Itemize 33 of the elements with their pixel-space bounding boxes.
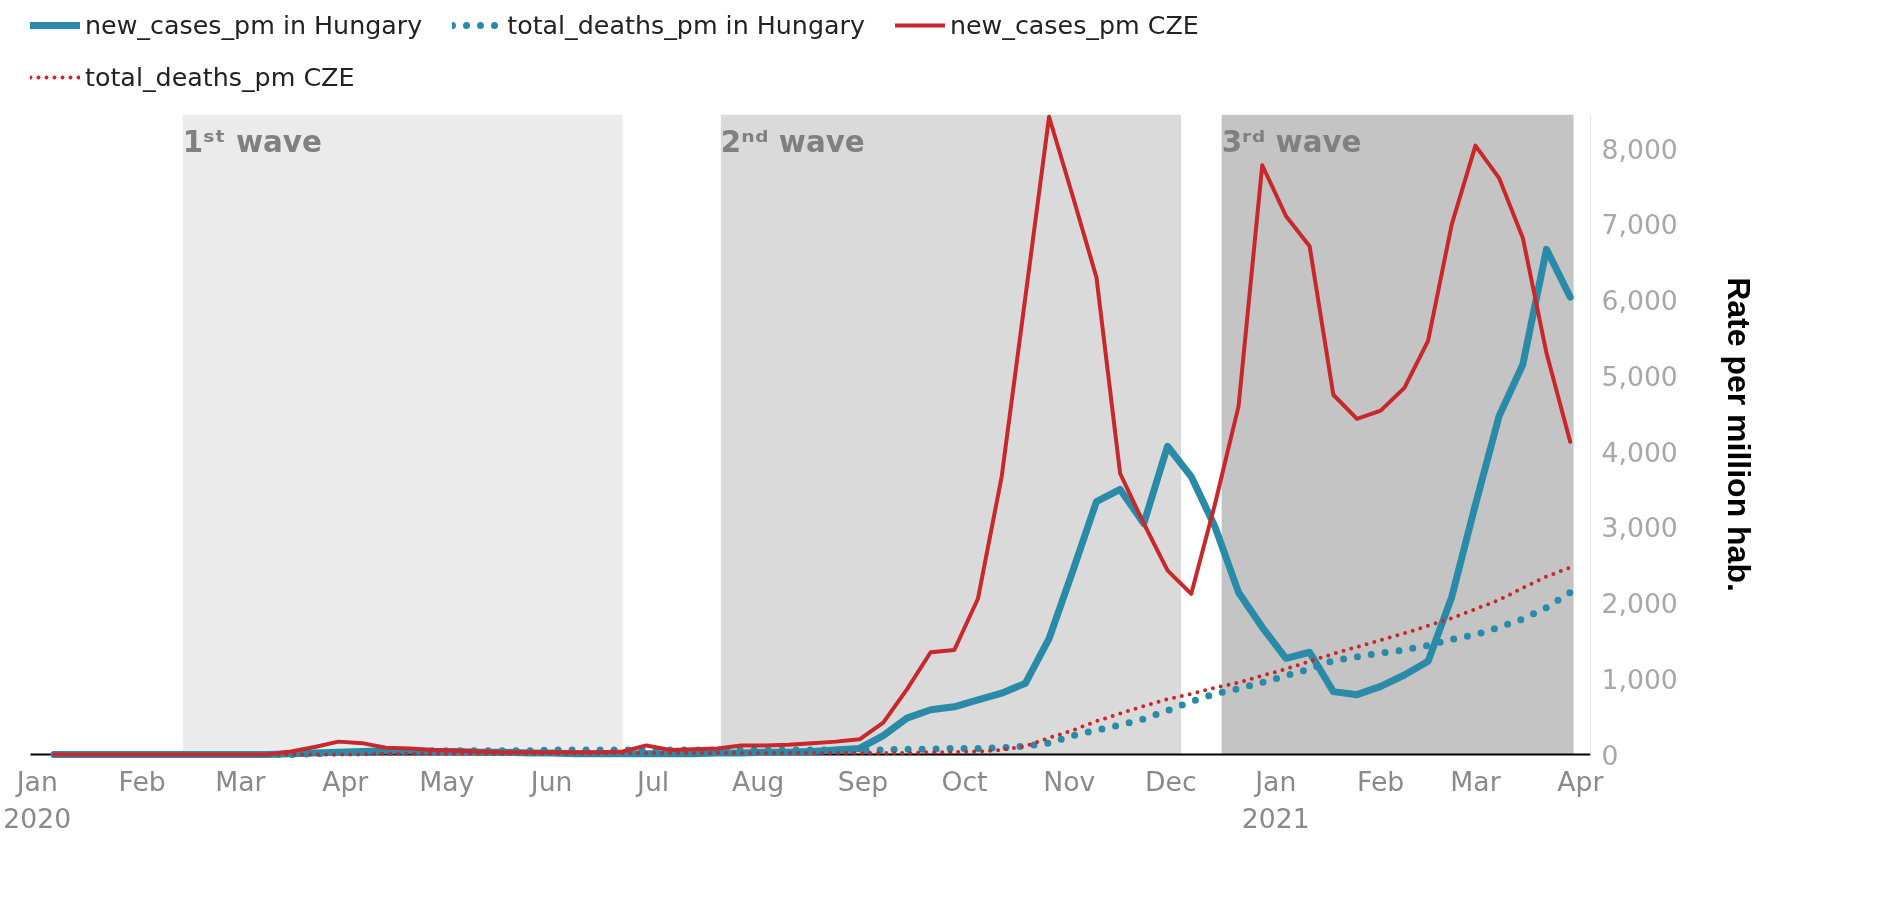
y-tick-label: 2,000 [1601, 588, 1678, 620]
x-tick-label: Jan 2020 [3, 765, 72, 834]
legend-label: new_cases_pm in Hungary [85, 10, 423, 40]
y-tick-label: 4,000 [1601, 436, 1678, 468]
x-tick-label: Dec [1145, 765, 1197, 797]
legend-label: total_deaths_pm CZE [85, 62, 355, 92]
y-tick-label: 7,000 [1601, 209, 1678, 241]
x-tick-label: Feb [118, 765, 166, 797]
x-tick-label: Oct [941, 765, 988, 797]
band-label: 2ⁿᵈ wave [720, 124, 865, 159]
x-tick-label: Jul [635, 765, 670, 797]
legend-label: new_cases_pm CZE [949, 10, 1199, 40]
legend-label: total_deaths_pm in Hungary [507, 10, 865, 40]
y-tick-label: 8,000 [1601, 133, 1678, 165]
x-tick-label: Aug [732, 765, 785, 797]
y-tick-label: 6,000 [1601, 285, 1678, 317]
y-axis-title: Rate per million hab. [1720, 277, 1757, 592]
x-tick-label: Nov [1043, 765, 1096, 797]
y-tick-label: 1,000 [1601, 663, 1678, 695]
band-label: 3ʳᵈ wave [1221, 124, 1362, 159]
x-tick-label: Apr [1557, 765, 1604, 797]
x-tick-label: Mar [215, 765, 266, 797]
x-tick-label: Jan 2021 [1241, 765, 1310, 834]
x-tick-label: Jun [528, 765, 573, 797]
x-tick-label: Apr [322, 765, 369, 797]
x-tick-label: Feb [1357, 765, 1405, 797]
y-tick-label: 0 [1601, 739, 1619, 771]
band-label: 1ˢᵗ wave [182, 124, 322, 159]
x-tick-label: Sep [837, 765, 889, 797]
y-tick-label: 5,000 [1601, 360, 1678, 392]
x-tick-label: May [419, 765, 475, 797]
y-tick-label: 3,000 [1601, 512, 1678, 544]
x-tick-label: Mar [1450, 765, 1501, 797]
